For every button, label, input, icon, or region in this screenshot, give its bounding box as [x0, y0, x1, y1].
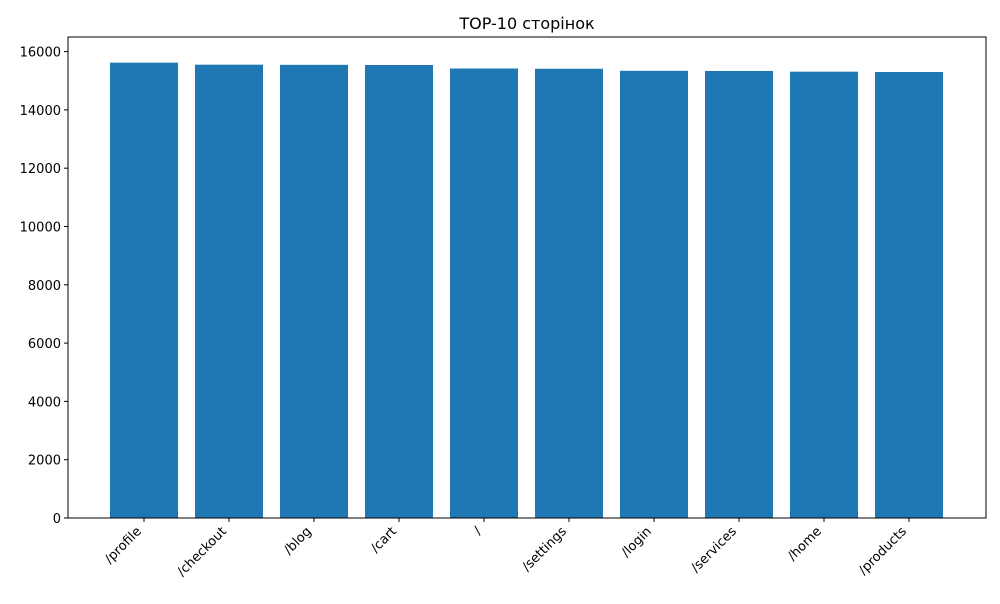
bar	[790, 71, 858, 518]
plot-frame	[67, 36, 987, 519]
y-tick-label: 10000	[20, 220, 61, 235]
bar	[280, 64, 348, 519]
x-tick-label: /settings	[519, 524, 570, 575]
x-tick-label: /home	[785, 524, 825, 564]
x-tick-label: /checkout	[174, 524, 229, 579]
x-tick-label: /services	[688, 524, 740, 576]
bars-layer	[110, 62, 943, 519]
bar	[875, 71, 943, 519]
x-tick-label: /login	[619, 524, 655, 560]
bar	[705, 70, 773, 518]
bar	[195, 64, 263, 518]
bar	[450, 68, 518, 518]
x-tick-label: /blog	[281, 524, 315, 558]
bar	[110, 62, 178, 519]
y-tick-label: 0	[53, 512, 61, 527]
x-tick-label: /cart	[368, 524, 400, 556]
y-tick-label: 4000	[28, 395, 61, 410]
bar	[535, 68, 603, 519]
x-tick-label: /	[471, 524, 485, 538]
bar	[620, 70, 688, 518]
y-axis: 0 2000 4000 6000 8000 10000 12000 14000 16000	[20, 46, 68, 527]
chart-title: TOP-10 сторінок	[458, 14, 595, 33]
y-tick-label: 6000	[28, 337, 61, 352]
y-tick-label: 12000	[20, 162, 61, 177]
x-tick-label: /products	[856, 524, 910, 578]
y-tick-label: 14000	[20, 104, 61, 119]
x-axis: /profile/checkout/blog/cart / /settings/lo…	[102, 518, 910, 580]
bar	[365, 64, 433, 519]
x-tick-label: /profile	[102, 524, 145, 567]
y-tick-label: 2000	[28, 454, 61, 469]
y-tick-label: 16000	[20, 46, 61, 61]
y-tick-label: 8000	[28, 279, 61, 294]
